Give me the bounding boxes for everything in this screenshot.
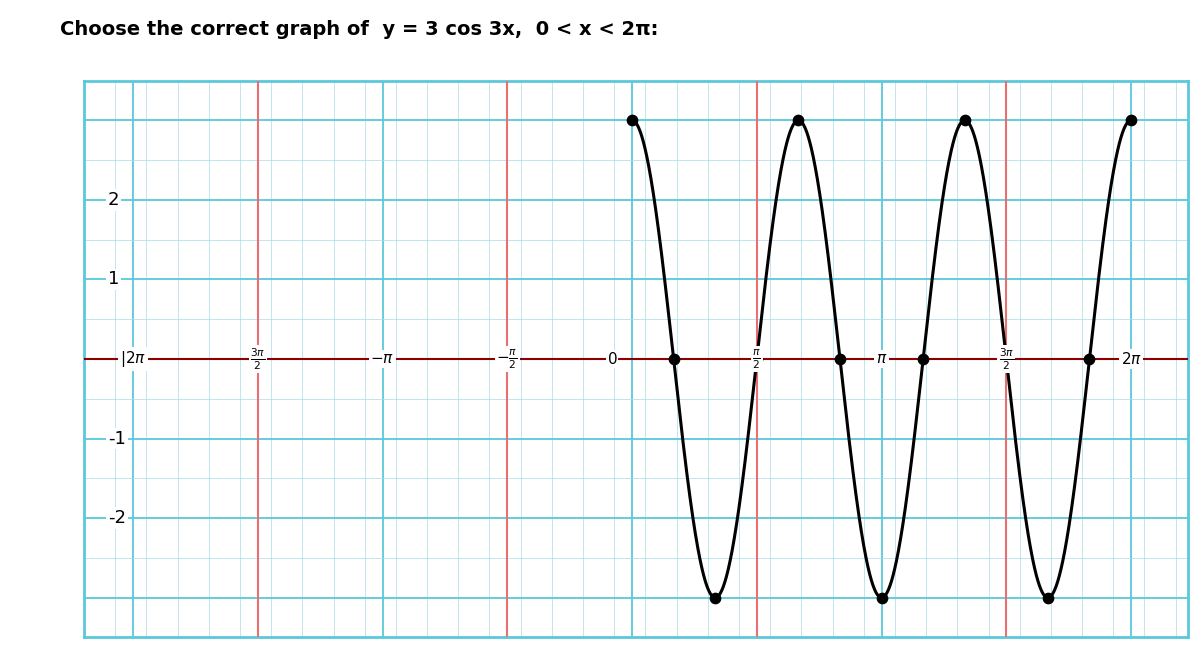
Point — [830, 354, 850, 364]
Text: $\frac{\pi}{2}$: $\frac{\pi}{2}$ — [752, 348, 761, 370]
Text: $\frac{3\pi}{2}$: $\frac{3\pi}{2}$ — [250, 346, 265, 372]
Point — [706, 592, 725, 603]
Point — [788, 115, 808, 125]
Point — [1080, 354, 1099, 364]
Text: $\pi$: $\pi$ — [876, 352, 887, 366]
Point — [1122, 115, 1141, 125]
Text: -1: -1 — [108, 429, 126, 448]
Point — [1038, 592, 1057, 603]
Text: $0$: $0$ — [607, 351, 618, 367]
Point — [955, 115, 974, 125]
Text: $-\frac{\pi}{2}$: $-\frac{\pi}{2}$ — [497, 348, 518, 370]
Text: -2: -2 — [108, 509, 126, 527]
Point — [664, 354, 683, 364]
Text: $\frac{3\pi}{2}$: $\frac{3\pi}{2}$ — [998, 346, 1014, 372]
Point — [748, 354, 767, 364]
Text: $|2\pi$: $|2\pi$ — [120, 349, 146, 369]
Text: 2: 2 — [108, 191, 119, 209]
Text: Choose the correct graph of  y = 3 cos 3x,  0 < x < 2π:: Choose the correct graph of y = 3 cos 3x… — [60, 20, 659, 39]
Point — [872, 592, 892, 603]
Point — [997, 354, 1016, 364]
Text: 1: 1 — [108, 270, 119, 289]
Text: $-\pi$: $-\pi$ — [371, 352, 395, 366]
Text: $2\pi$: $2\pi$ — [1121, 351, 1141, 367]
Point — [913, 354, 932, 364]
Point — [623, 115, 642, 125]
